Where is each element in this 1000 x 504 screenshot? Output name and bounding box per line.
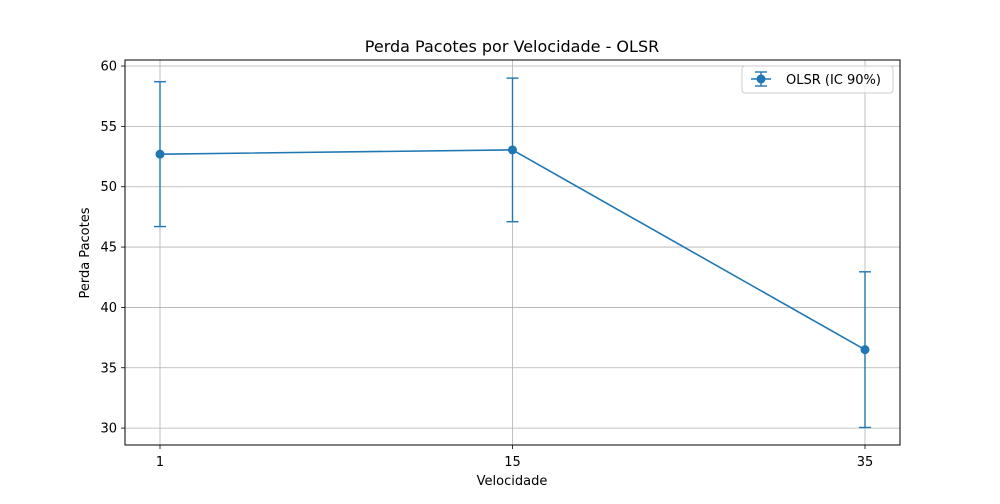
y-tick-label: 40 bbox=[100, 301, 117, 316]
x-tick-label: 1 bbox=[156, 455, 164, 470]
x-axis-label: Velocidade bbox=[477, 474, 548, 489]
legend-label-olsr: OLSR (IC 90%) bbox=[786, 73, 881, 88]
y-tick-label: 35 bbox=[100, 361, 117, 376]
y-tick-label: 30 bbox=[100, 422, 117, 437]
axes: 30 35 40 45 50 55 60 1 15 35 bbox=[100, 60, 873, 470]
legend-box bbox=[741, 65, 894, 94]
y-tick-label: 60 bbox=[100, 60, 117, 75]
legend-marker bbox=[751, 71, 771, 87]
y-tick-label: 45 bbox=[100, 241, 117, 256]
y-axis-label: Perda Pacotes bbox=[78, 207, 93, 298]
legend: OLSR (IC 90%) bbox=[741, 65, 894, 94]
y-tick-label: 50 bbox=[100, 180, 117, 195]
x-tick-label: 35 bbox=[857, 455, 874, 470]
legend-point bbox=[756, 74, 766, 84]
data-point bbox=[508, 145, 517, 155]
series-layer bbox=[154, 77, 871, 429]
chart-title: Perda Pacotes por Velocidade - OLSR bbox=[365, 37, 659, 56]
y-tick-label: 55 bbox=[100, 120, 117, 135]
x-tick-label: 15 bbox=[504, 455, 521, 470]
data-point bbox=[155, 149, 165, 159]
data-point bbox=[860, 345, 870, 355]
